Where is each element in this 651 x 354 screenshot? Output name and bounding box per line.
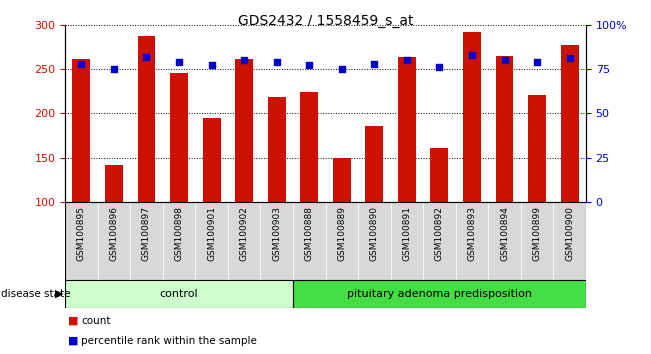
Point — [206, 63, 217, 68]
Point — [271, 59, 282, 65]
Bar — [488, 202, 521, 280]
Bar — [72, 59, 90, 202]
Bar — [98, 202, 130, 280]
Bar — [495, 56, 514, 202]
Point — [141, 54, 152, 59]
Text: GSM100890: GSM100890 — [370, 206, 379, 261]
Text: GSM100891: GSM100891 — [402, 206, 411, 261]
Bar — [130, 202, 163, 280]
Bar — [553, 202, 586, 280]
Text: percentile rank within the sample: percentile rank within the sample — [81, 336, 257, 346]
Text: GSM100893: GSM100893 — [467, 206, 477, 261]
Point — [402, 57, 412, 63]
Text: ■: ■ — [68, 316, 79, 326]
Point — [304, 63, 314, 68]
Bar — [293, 280, 586, 308]
Text: GSM100898: GSM100898 — [174, 206, 184, 261]
Bar — [293, 202, 326, 280]
Bar — [365, 126, 383, 202]
Bar — [561, 45, 579, 202]
Point — [76, 61, 87, 67]
Text: GSM100897: GSM100897 — [142, 206, 151, 261]
Bar — [423, 202, 456, 280]
Text: GSM100889: GSM100889 — [337, 206, 346, 261]
Bar — [358, 202, 391, 280]
Text: disease state: disease state — [1, 289, 71, 299]
Point — [174, 59, 184, 65]
Bar — [163, 202, 195, 280]
Bar — [195, 202, 228, 280]
Point — [239, 57, 249, 63]
Bar — [235, 59, 253, 202]
Text: GSM100896: GSM100896 — [109, 206, 118, 261]
Bar — [463, 32, 481, 202]
Text: GDS2432 / 1558459_s_at: GDS2432 / 1558459_s_at — [238, 14, 413, 28]
Bar — [105, 166, 123, 202]
Bar — [300, 92, 318, 202]
Bar — [228, 202, 260, 280]
Point — [369, 61, 380, 67]
Bar — [521, 202, 553, 280]
Text: GSM100894: GSM100894 — [500, 206, 509, 261]
Text: GSM100901: GSM100901 — [207, 206, 216, 261]
Bar — [333, 158, 351, 202]
Bar — [430, 148, 449, 202]
Text: GSM100888: GSM100888 — [305, 206, 314, 261]
Bar — [268, 97, 286, 202]
Point — [499, 57, 510, 63]
Bar — [65, 202, 586, 280]
Point — [109, 66, 119, 72]
Bar — [398, 57, 416, 202]
Point — [564, 56, 575, 61]
Text: GSM100903: GSM100903 — [272, 206, 281, 261]
Bar — [65, 202, 98, 280]
Text: GSM100902: GSM100902 — [240, 206, 249, 261]
Bar — [137, 36, 156, 202]
Point — [337, 66, 347, 72]
Bar — [326, 202, 358, 280]
Bar — [65, 280, 293, 308]
Bar — [170, 73, 188, 202]
Text: GSM100895: GSM100895 — [77, 206, 86, 261]
Bar — [456, 202, 488, 280]
Text: GSM100892: GSM100892 — [435, 206, 444, 261]
Point — [467, 52, 477, 58]
Point — [434, 64, 445, 70]
Text: ■: ■ — [68, 336, 79, 346]
Text: pituitary adenoma predisposition: pituitary adenoma predisposition — [347, 289, 532, 299]
Text: GSM100900: GSM100900 — [565, 206, 574, 261]
Text: GSM100899: GSM100899 — [533, 206, 542, 261]
Bar — [202, 118, 221, 202]
Bar — [528, 95, 546, 202]
Point — [532, 59, 542, 65]
Text: control: control — [159, 289, 199, 299]
Bar — [391, 202, 423, 280]
Text: ▶: ▶ — [55, 289, 64, 299]
Text: count: count — [81, 316, 111, 326]
Bar — [260, 202, 293, 280]
